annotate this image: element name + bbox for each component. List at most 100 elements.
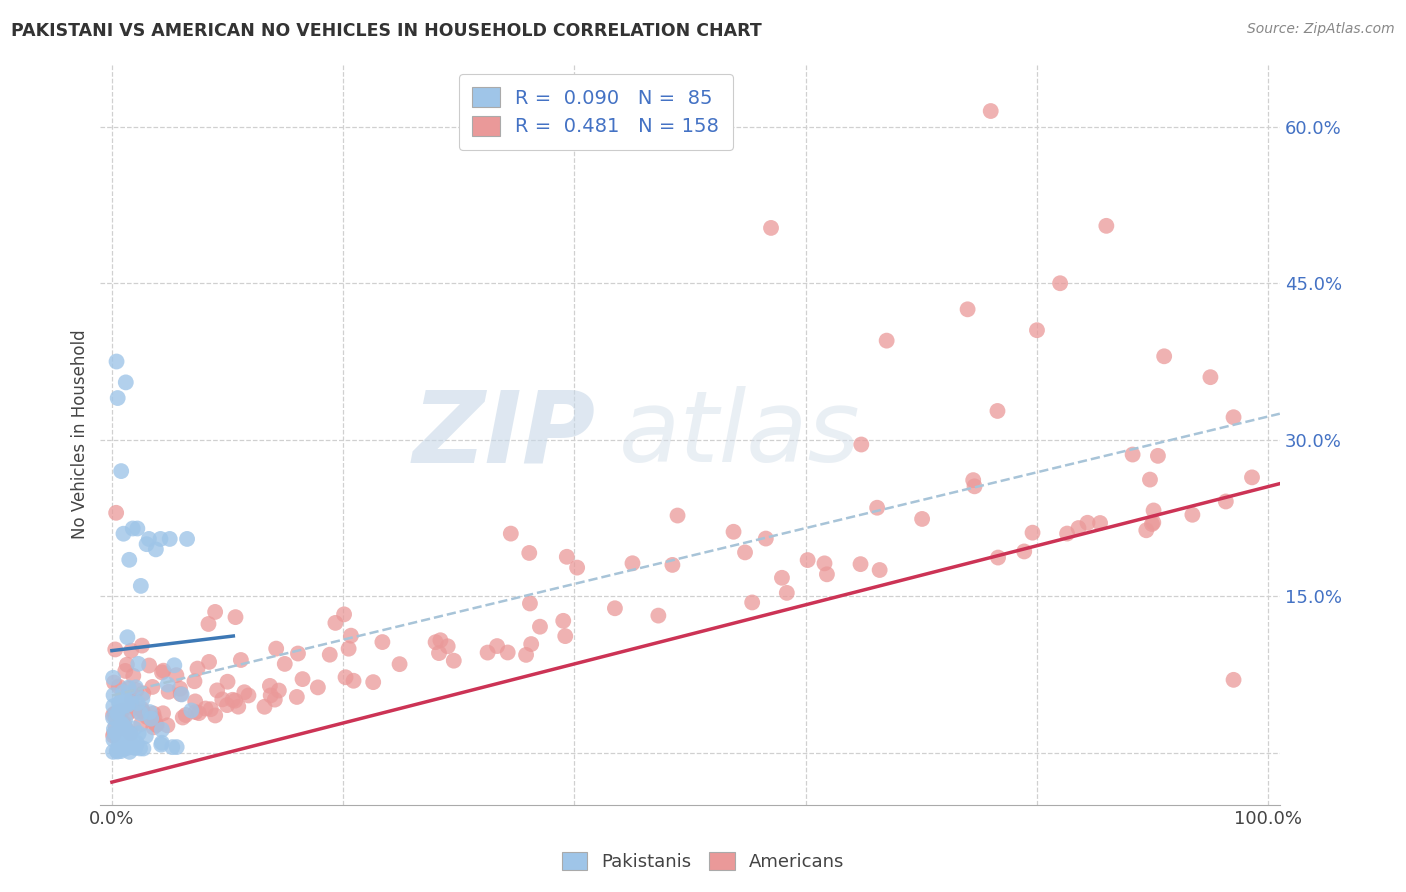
Point	[229, 653, 252, 667]
Point	[152, 664, 174, 678]
Point	[118, 553, 141, 567]
Point	[388, 657, 411, 672]
Point	[517, 546, 540, 560]
Point	[962, 473, 984, 487]
Point	[127, 521, 149, 535]
Point	[129, 706, 152, 721]
Point	[112, 734, 135, 748]
Point	[117, 696, 139, 710]
Point	[198, 655, 221, 669]
Point	[796, 553, 818, 567]
Point	[150, 665, 173, 680]
Point	[520, 637, 543, 651]
Point	[603, 601, 626, 615]
Point	[184, 705, 207, 719]
Point	[1088, 516, 1111, 530]
Point	[238, 689, 260, 703]
Point	[107, 706, 129, 720]
Point	[112, 685, 135, 699]
Point	[429, 633, 451, 648]
Point	[121, 521, 143, 535]
Point	[224, 610, 246, 624]
Point	[114, 712, 136, 726]
Point	[117, 681, 139, 696]
Point	[1012, 544, 1035, 558]
Point	[131, 639, 153, 653]
Point	[145, 718, 167, 732]
Point	[104, 725, 127, 739]
Point	[337, 641, 360, 656]
Point	[117, 681, 139, 695]
Point	[111, 703, 134, 717]
Point	[101, 671, 124, 685]
Point	[1056, 526, 1078, 541]
Point	[103, 732, 125, 747]
Point	[108, 696, 131, 710]
Point	[129, 717, 152, 731]
Point	[101, 708, 124, 723]
Point	[136, 710, 159, 724]
Point	[149, 532, 172, 546]
Point	[108, 739, 131, 753]
Point	[135, 729, 157, 743]
Point	[115, 741, 138, 756]
Point	[554, 629, 576, 643]
Point	[125, 683, 148, 698]
Point	[1142, 503, 1164, 517]
Point	[186, 662, 208, 676]
Point	[876, 334, 898, 348]
Point	[108, 701, 131, 715]
Text: ZIP: ZIP	[413, 386, 596, 483]
Point	[103, 722, 125, 736]
Point	[274, 657, 297, 671]
Point	[101, 729, 124, 743]
Point	[1147, 449, 1170, 463]
Point	[224, 694, 246, 708]
Point	[285, 690, 308, 704]
Point	[849, 557, 872, 571]
Point	[107, 733, 129, 747]
Point	[263, 692, 285, 706]
Y-axis label: No Vehicles in Household: No Vehicles in Household	[72, 330, 89, 540]
Point	[197, 617, 219, 632]
Point	[477, 646, 499, 660]
Point	[138, 532, 160, 546]
Point	[107, 705, 129, 719]
Point	[115, 735, 138, 749]
Point	[152, 706, 174, 721]
Point	[335, 670, 357, 684]
Point	[1122, 448, 1144, 462]
Point	[115, 657, 138, 672]
Point	[107, 391, 129, 405]
Point	[260, 689, 283, 703]
Point	[117, 698, 139, 713]
Point	[112, 738, 135, 752]
Point	[333, 607, 356, 622]
Point	[159, 532, 181, 546]
Point	[1049, 277, 1071, 291]
Point	[131, 702, 153, 716]
Point	[129, 741, 152, 756]
Point	[1021, 525, 1043, 540]
Point	[166, 740, 188, 755]
Point	[1140, 516, 1163, 531]
Point	[124, 740, 146, 755]
Point	[114, 728, 136, 742]
Point	[110, 716, 132, 731]
Point	[553, 614, 575, 628]
Point	[1181, 508, 1204, 522]
Point	[956, 302, 979, 317]
Point	[110, 744, 132, 758]
Point	[1153, 349, 1175, 363]
Point	[107, 707, 129, 722]
Point	[120, 728, 142, 742]
Point	[105, 354, 128, 368]
Point	[156, 677, 179, 691]
Point	[174, 708, 197, 723]
Point	[101, 711, 124, 725]
Point	[361, 675, 384, 690]
Point	[139, 705, 162, 719]
Point	[111, 727, 134, 741]
Point	[529, 620, 551, 634]
Point	[307, 681, 329, 695]
